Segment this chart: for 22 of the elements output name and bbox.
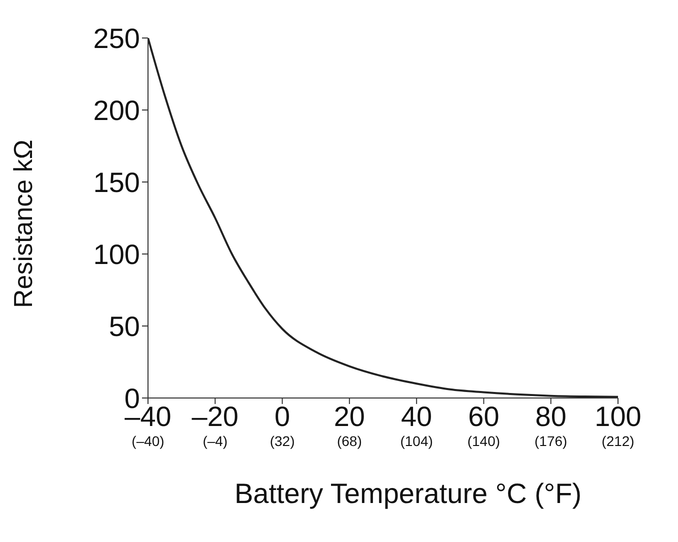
x2-tick-label: (–4) [202,433,228,449]
y-tick-label: 50 [108,310,140,342]
x-tick-label: –20 [192,400,238,432]
x2-tick-label: (32) [270,433,295,449]
x2-tick-label: (176) [534,433,568,449]
x2-tick-label: (212) [602,433,634,449]
y-tick-label: 200 [93,94,140,126]
y-tick-label: 250 [93,22,140,54]
y-tick-label: 100 [93,238,140,270]
x-tick-label: 60 [468,400,500,432]
x-tick-label: 40 [400,400,432,432]
x-axis-title: Battery Temperature °C (°F) [233,478,583,510]
x2-tick-label: (104) [400,433,433,449]
y-tick-label: 150 [93,166,140,198]
x2-tick-label: (140) [467,433,500,449]
x-tick-label: 0 [274,400,290,432]
x2-tick-label: (68) [336,433,362,449]
y-axis-title: Resistance kΩ [8,140,38,308]
x-tick-label: 100 [594,400,642,432]
x-tick-label: 80 [535,400,566,432]
x-tick-label: 20 [334,400,366,432]
x2-tick-label: (–40) [132,433,164,449]
